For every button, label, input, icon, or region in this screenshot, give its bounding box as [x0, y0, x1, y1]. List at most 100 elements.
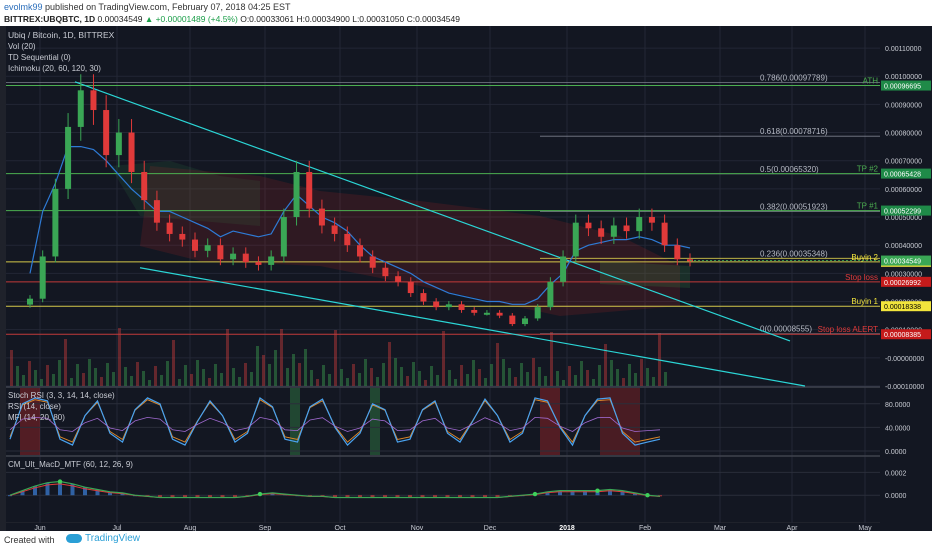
- candle-body: [230, 253, 237, 260]
- volume-bar: [184, 365, 187, 386]
- macd-histogram-bar: [483, 495, 487, 498]
- volume-bar: [202, 369, 205, 386]
- volume-bar: [496, 343, 499, 386]
- volume-bar: [196, 360, 199, 386]
- macd-histogram-bar: [83, 487, 87, 496]
- volume-bar: [520, 363, 523, 386]
- volume-bar: [430, 366, 433, 386]
- lower-trendline: [139, 267, 806, 387]
- volume-bar: [172, 340, 175, 386]
- level-price-tag-text: 0.00096695: [884, 84, 921, 91]
- level-label: Stop loss ALERT: [818, 325, 878, 334]
- level-price-tag: [881, 329, 931, 340]
- author-link[interactable]: evolmk99: [4, 2, 43, 12]
- candle-body: [648, 217, 655, 223]
- time-tick-label: 2018: [559, 525, 575, 531]
- fib-label: 0.382(0.00051923): [760, 203, 828, 212]
- macd-histogram-bar: [33, 486, 37, 496]
- stoch-k-line: [9, 396, 661, 447]
- volume-bar: [532, 358, 535, 386]
- level-price-tag: [881, 80, 931, 91]
- volume-bar: [358, 373, 361, 386]
- volume-bar: [406, 376, 409, 386]
- cloud-icon: [66, 533, 82, 543]
- oscillator-tick-label: 0.0000: [885, 449, 907, 456]
- volume-bar: [166, 361, 169, 386]
- volume-bar: [556, 371, 559, 386]
- tradingview-logo[interactable]: TradingView: [66, 533, 140, 544]
- candle-body: [445, 304, 452, 308]
- macd-histogram-bar: [195, 495, 200, 498]
- macd-cross-dot: [532, 491, 538, 497]
- macd-histogram-bar: [170, 495, 175, 498]
- candle-body: [204, 245, 211, 251]
- volume-bar: [100, 377, 103, 386]
- macd-cross-dot: [595, 488, 600, 493]
- candle-body: [420, 293, 427, 302]
- volume-bar: [610, 360, 613, 386]
- fib-label: 0.786(0.00097789): [760, 73, 828, 82]
- candle-body: [115, 132, 122, 156]
- macd-histogram-bar: [95, 489, 100, 496]
- candle-body: [331, 225, 338, 234]
- candle-body: [357, 245, 363, 257]
- volume-bar: [106, 363, 109, 386]
- candle-body: [610, 225, 617, 237]
- current-price-tag: [881, 255, 931, 266]
- time-tick-label: Aug: [184, 525, 197, 531]
- chart-canvas[interactable]: 0.00110000 0.00100000 0.00090000 0.00080000…: [0, 26, 932, 531]
- macd-cross-dot: [57, 479, 63, 484]
- candle-body: [661, 222, 668, 246]
- price-change: ▲ +0.00001489 (+4.5%): [144, 14, 238, 24]
- macd-histogram-bar: [345, 495, 350, 498]
- volume-bar: [598, 365, 601, 386]
- ohlc-values: O:0.00033061 H:0.00034900 L:0.00031050 C…: [240, 14, 460, 24]
- volume-bar: [538, 367, 541, 386]
- candle-body: [90, 90, 97, 111]
- volume-bar: [310, 370, 313, 386]
- volume-bar: [604, 344, 607, 386]
- legend-rsi: RSI (14, close): [8, 402, 61, 411]
- volume-bar: [70, 378, 73, 386]
- volume-bar: [472, 360, 475, 386]
- candle-body: [598, 228, 605, 237]
- level-price-tag-text: 0.00026992: [884, 280, 921, 287]
- macd-histogram-bar: [395, 495, 400, 498]
- candle-body: [268, 256, 275, 265]
- level-label: Buyin 2: [851, 253, 878, 262]
- volume-bar: [352, 364, 355, 386]
- ichimoku-cloud-bull: [600, 261, 690, 288]
- volume-bar: [394, 358, 397, 386]
- macd-tick-label: 0.0000: [885, 493, 907, 500]
- time-tick-label: Oct: [335, 525, 346, 531]
- volume-bar: [34, 370, 37, 386]
- volume-bar: [370, 368, 373, 386]
- macd-histogram-bar: [608, 489, 612, 496]
- volume-bar: [28, 361, 31, 386]
- volume-bar: [622, 378, 625, 386]
- price-tick-label: 0.00100000: [885, 74, 922, 81]
- macd-cross-dot: [645, 493, 650, 498]
- volume-bar: [562, 380, 565, 386]
- volume-bar: [88, 359, 91, 386]
- price-tick-label: 0.00080000: [885, 131, 922, 138]
- volume-bar: [76, 364, 79, 386]
- legend-macd: CM_Ult_MacD_MTF (60, 12, 26, 9): [8, 460, 133, 469]
- macd-histogram-bar: [620, 490, 625, 496]
- level-price-tag-text: 0.00052299: [884, 209, 921, 216]
- volume-bar: [586, 370, 589, 386]
- volume-bar: [40, 379, 43, 386]
- legend-mfi: MFI (14, 20, 80): [8, 413, 65, 422]
- volume-bar: [574, 375, 577, 386]
- publish-info: published on TradingView.com, February 0…: [45, 2, 291, 12]
- candle-body: [65, 126, 72, 189]
- candle-body: [483, 312, 490, 315]
- macd-histogram-bar: [45, 482, 50, 496]
- candle-body: [103, 110, 110, 156]
- volume-bar: [112, 372, 115, 386]
- candle-body: [293, 171, 300, 218]
- candle-body: [407, 281, 414, 294]
- candle-body: [623, 225, 630, 232]
- volume-bar: [568, 366, 571, 386]
- volume-bar: [544, 376, 547, 386]
